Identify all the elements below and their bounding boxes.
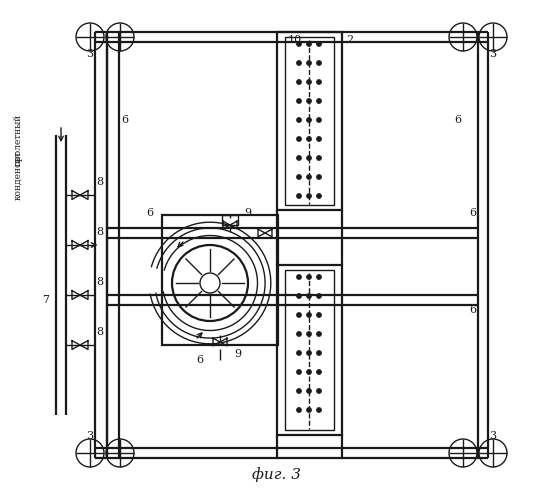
Circle shape [296, 274, 301, 280]
Text: 3: 3 [87, 49, 93, 59]
Text: 7: 7 [43, 295, 50, 305]
Text: 6: 6 [469, 208, 476, 218]
Circle shape [306, 174, 311, 180]
Circle shape [306, 350, 311, 356]
Text: 6: 6 [146, 208, 153, 218]
Circle shape [296, 294, 301, 298]
Circle shape [306, 294, 311, 298]
Circle shape [316, 98, 321, 103]
Circle shape [200, 273, 220, 293]
Bar [285, 270, 334, 430]
Text: 6: 6 [197, 355, 204, 365]
Circle shape [296, 174, 301, 180]
Circle shape [316, 118, 321, 122]
Circle shape [306, 118, 311, 122]
Text: 9: 9 [245, 208, 252, 218]
Text: 8: 8 [97, 327, 104, 337]
Circle shape [316, 42, 321, 46]
Circle shape [316, 332, 321, 336]
Circle shape [306, 98, 311, 103]
Text: 9: 9 [235, 349, 242, 359]
Circle shape [296, 388, 301, 394]
Circle shape [306, 60, 311, 66]
Circle shape [296, 194, 301, 198]
Text: 8: 8 [97, 277, 104, 287]
Text: 2: 2 [347, 35, 354, 45]
Circle shape [306, 136, 311, 141]
Circle shape [316, 194, 321, 198]
Circle shape [172, 245, 248, 321]
Circle shape [316, 312, 321, 318]
Circle shape [316, 156, 321, 160]
Circle shape [296, 312, 301, 318]
Circle shape [296, 332, 301, 336]
Circle shape [306, 332, 311, 336]
Circle shape [316, 80, 321, 84]
Circle shape [316, 136, 321, 141]
Circle shape [306, 194, 311, 198]
Circle shape [316, 274, 321, 280]
Circle shape [296, 370, 301, 374]
Circle shape [316, 388, 321, 394]
Circle shape [449, 439, 477, 467]
Bar [277, 265, 342, 435]
Text: 3: 3 [490, 49, 497, 59]
Circle shape [296, 60, 301, 66]
Bar [222, 215, 238, 225]
Bar [162, 215, 278, 345]
Circle shape [316, 174, 321, 180]
Text: 3: 3 [490, 431, 497, 441]
Text: 8: 8 [97, 227, 104, 237]
Text: пролетный: пролетный [13, 114, 23, 166]
Circle shape [296, 350, 301, 356]
Circle shape [306, 370, 311, 374]
Text: 8: 8 [97, 177, 104, 187]
Circle shape [296, 98, 301, 103]
Circle shape [106, 439, 134, 467]
Circle shape [316, 408, 321, 412]
Text: 6: 6 [121, 115, 129, 125]
Text: фиг. 3: фиг. 3 [252, 468, 300, 482]
Circle shape [479, 439, 507, 467]
Circle shape [316, 350, 321, 356]
Text: 6: 6 [469, 305, 476, 315]
Circle shape [296, 80, 301, 84]
Circle shape [306, 156, 311, 160]
Circle shape [306, 42, 311, 46]
Circle shape [306, 388, 311, 394]
Circle shape [76, 23, 104, 51]
Text: конденсат: конденсат [13, 150, 23, 200]
Text: 10: 10 [288, 35, 302, 45]
Circle shape [449, 23, 477, 51]
Circle shape [306, 312, 311, 318]
Circle shape [316, 370, 321, 374]
Circle shape [306, 274, 311, 280]
Circle shape [296, 408, 301, 412]
Circle shape [479, 23, 507, 51]
Circle shape [306, 408, 311, 412]
Circle shape [296, 136, 301, 141]
Circle shape [296, 42, 301, 46]
Bar [277, 32, 342, 210]
Circle shape [316, 60, 321, 66]
Circle shape [106, 23, 134, 51]
Circle shape [296, 118, 301, 122]
Circle shape [306, 80, 311, 84]
Text: 6: 6 [454, 115, 461, 125]
Circle shape [296, 156, 301, 160]
Bar [285, 37, 334, 205]
Circle shape [76, 439, 104, 467]
Text: 3: 3 [87, 431, 93, 441]
Circle shape [316, 294, 321, 298]
